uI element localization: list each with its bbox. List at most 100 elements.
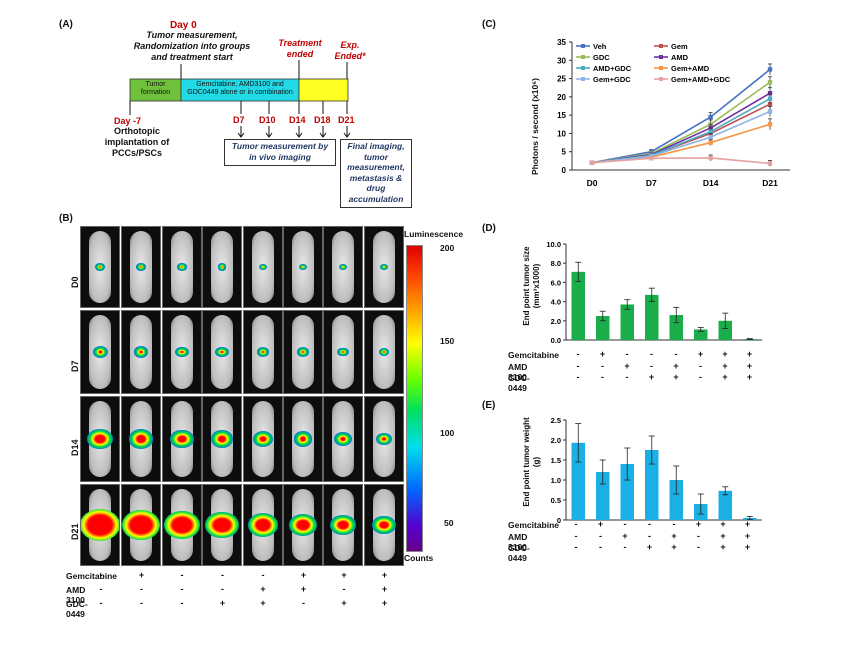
panel-e-treatment-sign: + (671, 530, 677, 541)
colorbar-tick: 50 (444, 518, 454, 528)
panel-b-treatment-sign: + (138, 570, 145, 580)
chart-d-ylabel: End point tumor size (mm³x1000) (522, 246, 541, 326)
panel-b-treatment-sign: + (260, 584, 266, 594)
mouse-image (323, 396, 363, 482)
mouse-image (202, 484, 242, 566)
panel-b-treatment-sign: + (341, 570, 347, 580)
panel-b-label: (B) (59, 213, 73, 224)
c-data-point (708, 140, 713, 145)
colorbar-tick: 200 (440, 243, 455, 253)
mouse-image (364, 484, 404, 566)
bar-chart-weight: 0 0.5 1.0 1.5 2.0 2.5 (551, 416, 762, 525)
panel-b-treatment-sign: - (99, 570, 103, 580)
c-y-tick-label: 25 (557, 75, 566, 84)
bar (718, 490, 732, 520)
panel-d-treatment-name: GDC-0449 (508, 373, 530, 393)
panel-e-treatment-sign: + (695, 519, 702, 529)
row-label-d14: D14 (70, 439, 80, 456)
row-label-d0: D0 (70, 276, 80, 288)
c-legend-label: Gem+GDC (593, 75, 631, 84)
treatment-ended-line: Treatment (278, 38, 322, 48)
bar-y-tick-label: 0.0 (551, 336, 561, 345)
panel-d-treatment-sign: - (674, 349, 678, 359)
bar (669, 315, 683, 340)
c-data-point (708, 155, 713, 161)
panel-b-treatment-sign: - (180, 584, 184, 594)
c-legend-marker (659, 55, 663, 59)
panel-e-treatment-name: Gemcitabine (508, 520, 560, 530)
mouse-image (162, 484, 202, 566)
bar (718, 320, 732, 340)
panel-d-treatment-sign: + (722, 360, 728, 371)
bar-y-tick-label: 0.5 (551, 496, 561, 505)
mouse-image (243, 396, 283, 482)
panel-b-treatment-sign: - (261, 570, 265, 580)
panel-b-treatment-sign: + (219, 598, 226, 608)
luminescence-colorbar (406, 245, 423, 552)
c-legend-marker (581, 44, 585, 48)
panel-d-treatment-sign: - (576, 360, 580, 371)
panel-b-treatment-sign: + (381, 598, 388, 608)
bar-y-tick-label: 1.0 (551, 476, 561, 485)
c-data-point (767, 161, 773, 166)
mouse-image (323, 484, 363, 566)
c-y-tick-label: 15 (557, 111, 566, 120)
seg-cyan-line: Gemcitabine, AMD3100 and (196, 81, 284, 88)
panel-e-treatment-sign: - (672, 519, 676, 529)
bar (694, 329, 708, 340)
mouse-image (80, 226, 120, 308)
panel-b-treatment-sign: - (221, 570, 224, 580)
bar-y-tick-label: 8.0 (551, 259, 561, 268)
bar (645, 450, 659, 520)
mouse-image (283, 310, 323, 394)
chart-e-ylabel: End point tumor weight (g) (522, 417, 541, 507)
c-legend-marker (659, 66, 663, 70)
treatment-ended-label: Treatment ended (270, 38, 330, 60)
panel-d-treatment-sign: + (697, 349, 704, 359)
line-chart: 0 5 10 15 20 25 30 35 D0 D7 D14 D21 Veh Gem GDC AMD AMD+… (557, 38, 790, 188)
c-x-tick-label: D0 (587, 178, 598, 188)
panel-d-treatment-name: Gemcitabine (508, 350, 560, 360)
c-legend-marker (581, 55, 585, 59)
panel-d-treatment-sign: - (699, 360, 702, 371)
c-legend-label: Gem+AMD (671, 64, 710, 73)
bar-y-tick-label: 6.0 (551, 278, 561, 287)
box1-line: Tumor measurement by (231, 141, 329, 151)
c-series-line (591, 157, 771, 165)
mouse-image (162, 226, 202, 308)
panel-b-treatment-name: GDC-0449 (66, 599, 88, 619)
c-legend-label: Gem+AMD+GDC (671, 75, 731, 84)
mouse-image (121, 226, 161, 308)
panel-b-treatment-sign: - (180, 570, 184, 580)
panel-b-treatment-sign: + (381, 584, 388, 594)
panel-e-treatment-sign: - (599, 542, 602, 552)
c-data-point (708, 134, 713, 140)
c-series-line (591, 92, 771, 164)
c-legend-marker (659, 77, 663, 81)
panel-e-treatment-sign: + (744, 542, 751, 552)
c-data-point (708, 114, 713, 120)
panel-d-treatment-sign: + (722, 372, 728, 382)
c-legend-marker (659, 44, 663, 48)
panel-e-treatment-sign: - (648, 519, 651, 529)
mouse-image (80, 310, 120, 394)
bar (571, 442, 585, 520)
panel-e-treatment-sign: - (697, 530, 700, 541)
c-data-point (767, 96, 773, 101)
row-label-d21: D21 (70, 523, 80, 540)
panel-d-treatment-name: AMD 3100 (508, 361, 528, 382)
mouse-image (364, 310, 404, 394)
panel-d-treatment-sign: + (648, 372, 655, 382)
box2-line: metastasis & (349, 172, 403, 183)
panel-d-treatment-sign: + (673, 372, 679, 382)
seg-green-line: formation (140, 89, 171, 96)
mouse-image (80, 396, 120, 482)
panel-e-treatment-sign: - (574, 519, 578, 529)
c-y-tick-label: 20 (557, 93, 566, 102)
c-data-point (708, 129, 713, 134)
panel-d-treatment-sign: + (746, 349, 753, 359)
panel-c-label: (C) (482, 19, 496, 30)
mouse-image (202, 310, 242, 394)
tumor-formation-text: Tumor formation (131, 81, 180, 97)
panel-d-treatment-sign: - (650, 349, 653, 359)
